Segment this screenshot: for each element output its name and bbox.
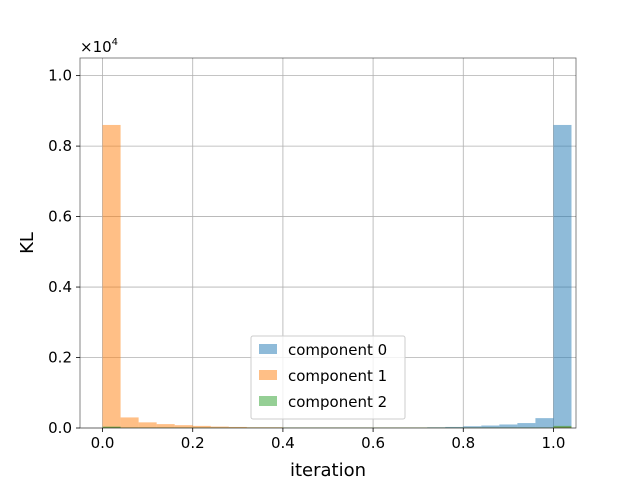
legend-label-component-1: component 1 xyxy=(288,367,387,385)
x-tick-label: 0.2 xyxy=(181,434,205,452)
histogram-bar-component-1 xyxy=(156,424,175,428)
y-tick-label: 0.2 xyxy=(48,349,72,367)
y-offset-exponent: 4 xyxy=(112,37,118,48)
histogram-bar-component-0 xyxy=(535,418,554,428)
legend-label-component-2: component 2 xyxy=(288,393,387,411)
legend-swatch-component-1 xyxy=(259,370,277,380)
y-tick-label: 0.6 xyxy=(48,208,72,226)
y-axis-label: KL xyxy=(17,232,38,254)
y-tick-label: 1.0 xyxy=(48,67,72,85)
y-tick-label: 0.4 xyxy=(48,278,72,296)
histogram-bar-component-2 xyxy=(102,426,121,428)
y-offset-label: ×104 xyxy=(80,37,118,56)
histogram-bar-component-1 xyxy=(228,426,247,428)
y-tick-label: 0.8 xyxy=(48,137,72,155)
histogram-bar-component-1 xyxy=(192,425,211,428)
x-tick-label: 0.8 xyxy=(451,434,475,452)
plot-frame xyxy=(79,57,577,429)
histogram-bar-component-0 xyxy=(517,423,536,428)
x-tick-label: 0.4 xyxy=(271,434,295,452)
histogram-bar-component-1 xyxy=(120,417,139,428)
y-tick-label: 0.0 xyxy=(48,419,72,437)
x-axis-label: iteration xyxy=(290,460,366,480)
legend-frame xyxy=(250,335,406,420)
legend: component 0 component 1 component 2 xyxy=(250,335,406,420)
legend-swatch-component-2 xyxy=(259,396,277,406)
histogram-bar-component-0 xyxy=(445,426,464,428)
x-tick-label: 1.0 xyxy=(542,434,566,452)
histogram-bar-component-1 xyxy=(174,425,193,428)
legend-swatch-component-0 xyxy=(259,344,277,354)
x-tick-label: 0.6 xyxy=(361,434,385,452)
histogram-bar-component-0 xyxy=(463,426,482,428)
histogram-bar-component-0 xyxy=(499,424,518,428)
histogram-bar-component-2 xyxy=(553,425,572,428)
histogram-bar-component-1 xyxy=(138,422,157,428)
legend-label-component-0: component 0 xyxy=(288,341,387,359)
histogram-bar-component-0 xyxy=(553,124,572,428)
histogram-bar-component-1 xyxy=(210,426,229,428)
y-axis-ticks: 0.0 0.2 0.4 0.6 0.8 1.0 xyxy=(48,67,80,437)
histogram-bar-component-0 xyxy=(481,425,500,428)
histogram-bar-component-1 xyxy=(102,124,121,428)
x-tick-label: 0.0 xyxy=(91,434,115,452)
x-axis-ticks: 0.0 0.2 0.4 0.6 0.8 1.0 xyxy=(91,428,566,452)
